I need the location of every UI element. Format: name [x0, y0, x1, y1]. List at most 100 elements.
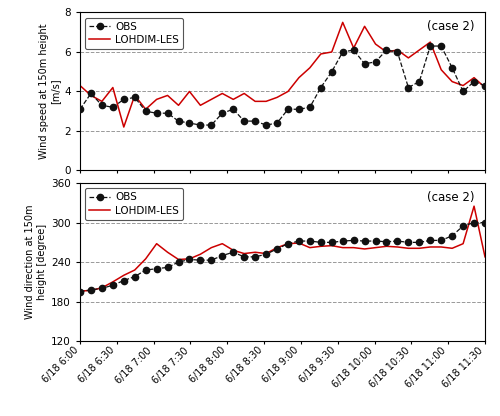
LOHDIM-LES: [384, 50, 390, 54]
OBS: [142, 267, 148, 272]
LOHDIM-LES: [186, 89, 192, 94]
OBS: [241, 119, 247, 124]
LOHDIM-LES: [77, 83, 83, 88]
LOHDIM-LES: [438, 245, 444, 250]
LOHDIM-LES: [142, 107, 148, 112]
LOHDIM-LES: [307, 65, 313, 70]
LOHDIM-LES: [482, 254, 488, 259]
OBS: [241, 254, 247, 259]
LOHDIM-LES: [394, 47, 400, 52]
Y-axis label: Wind speed at 150m height
[m/s]: Wind speed at 150m height [m/s]: [38, 24, 60, 159]
OBS: [77, 107, 83, 112]
OBS: [482, 220, 488, 225]
OBS: [230, 250, 236, 255]
LOHDIM-LES: [241, 91, 247, 96]
LOHDIM-LES: [406, 246, 411, 251]
LOHDIM-LES: [230, 97, 236, 102]
OBS: [176, 260, 182, 265]
OBS: [263, 123, 269, 128]
OBS: [121, 97, 127, 102]
LOHDIM-LES: [263, 99, 269, 104]
LOHDIM-LES: [230, 248, 236, 253]
OBS: [274, 121, 280, 126]
OBS: [176, 119, 182, 124]
OBS: [99, 103, 105, 108]
LOHDIM-LES: [296, 75, 302, 80]
OBS: [307, 238, 313, 243]
LOHDIM-LES: [285, 89, 291, 94]
LOHDIM-LES: [406, 55, 411, 60]
Line: LOHDIM-LES: LOHDIM-LES: [80, 22, 485, 127]
OBS: [110, 282, 116, 287]
LOHDIM-LES: [460, 241, 466, 246]
OBS: [132, 274, 138, 279]
LOHDIM-LES: [186, 256, 192, 261]
LOHDIM-LES: [340, 245, 345, 250]
OBS: [438, 44, 444, 49]
LOHDIM-LES: [274, 95, 280, 100]
LOHDIM-LES: [110, 85, 116, 90]
LOHDIM-LES: [471, 75, 477, 80]
OBS: [77, 289, 83, 294]
LOHDIM-LES: [384, 244, 390, 249]
LOHDIM-LES: [132, 267, 138, 272]
OBS: [318, 85, 324, 90]
OBS: [230, 107, 236, 112]
LOHDIM-LES: [449, 79, 455, 84]
LOHDIM-LES: [362, 246, 368, 251]
OBS: [329, 240, 335, 245]
Line: LOHDIM-LES: LOHDIM-LES: [80, 206, 485, 291]
LOHDIM-LES: [208, 97, 214, 102]
OBS: [263, 252, 269, 257]
LOHDIM-LES: [362, 24, 368, 29]
OBS: [460, 89, 466, 94]
LOHDIM-LES: [318, 52, 324, 57]
OBS: [154, 266, 160, 271]
LOHDIM-LES: [176, 103, 182, 108]
LOHDIM-LES: [88, 93, 94, 98]
LOHDIM-LES: [99, 285, 105, 290]
LOHDIM-LES: [394, 245, 400, 250]
LOHDIM-LES: [154, 97, 160, 102]
LOHDIM-LES: [285, 241, 291, 246]
Text: (case 2): (case 2): [428, 191, 475, 204]
OBS: [362, 238, 368, 243]
LOHDIM-LES: [176, 257, 182, 262]
OBS: [384, 47, 390, 52]
OBS: [164, 265, 170, 270]
OBS: [186, 121, 192, 126]
LOHDIM-LES: [263, 251, 269, 256]
LOHDIM-LES: [208, 245, 214, 250]
OBS: [372, 59, 378, 64]
LOHDIM-LES: [428, 245, 434, 250]
OBS: [428, 238, 434, 243]
LOHDIM-LES: [121, 273, 127, 278]
LOHDIM-LES: [340, 20, 345, 25]
OBS: [406, 85, 411, 90]
OBS: [186, 257, 192, 262]
LOHDIM-LES: [252, 250, 258, 255]
LOHDIM-LES: [99, 99, 105, 104]
Y-axis label: Wind direction at 150m
height [degree]: Wind direction at 150m height [degree]: [26, 205, 47, 319]
OBS: [438, 238, 444, 243]
LOHDIM-LES: [154, 241, 160, 246]
OBS: [350, 47, 356, 52]
OBS: [220, 253, 226, 258]
OBS: [110, 105, 116, 110]
LOHDIM-LES: [416, 47, 422, 52]
LOHDIM-LES: [220, 91, 226, 96]
OBS: [449, 233, 455, 238]
OBS: [329, 69, 335, 74]
LOHDIM-LES: [350, 45, 356, 50]
OBS: [198, 258, 203, 262]
OBS: [142, 109, 148, 114]
OBS: [318, 240, 324, 245]
Legend: OBS, LOHDIM-LES: OBS, LOHDIM-LES: [85, 188, 184, 220]
OBS: [482, 83, 488, 88]
OBS: [416, 79, 422, 84]
LOHDIM-LES: [329, 50, 335, 54]
OBS: [198, 123, 203, 128]
LOHDIM-LES: [198, 252, 203, 257]
OBS: [99, 286, 105, 291]
Line: OBS: OBS: [77, 43, 488, 128]
